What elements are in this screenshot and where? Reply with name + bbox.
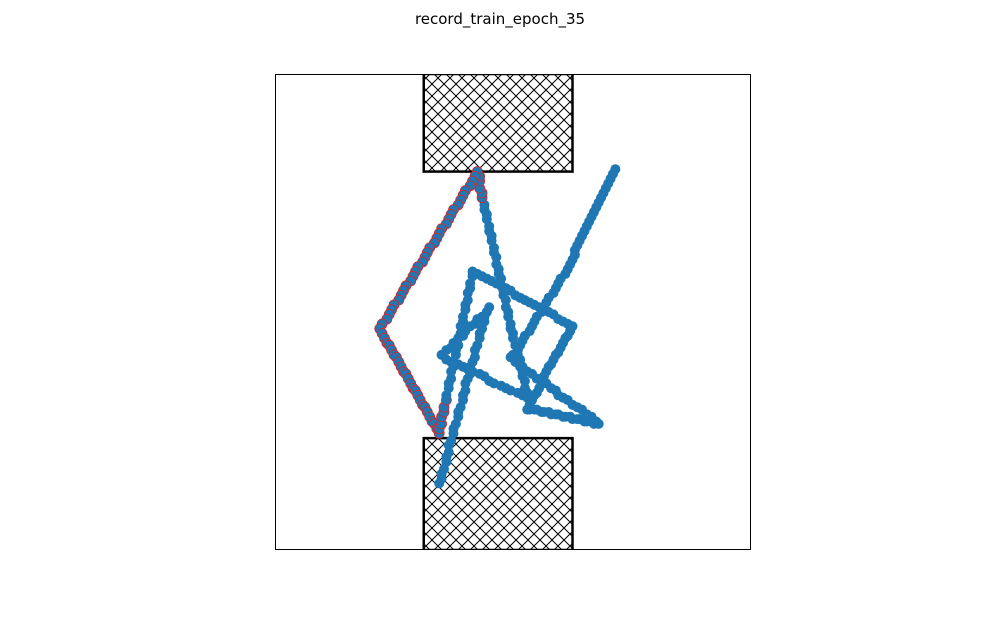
- trajectory-point: [455, 328, 466, 339]
- trajectory-point: [443, 447, 454, 458]
- trajectory-point: [462, 295, 473, 306]
- trajectory-point: [519, 383, 530, 394]
- trajectory-point: [500, 302, 511, 313]
- trajectory-point: [491, 259, 502, 270]
- trajectory-point: [453, 340, 464, 351]
- trajectory-point: [460, 385, 471, 396]
- trajectory-point: [446, 373, 457, 384]
- trajectory-point: [610, 164, 621, 175]
- trajectory-point: [469, 352, 480, 363]
- top-obstacle: [422, 74, 574, 173]
- trajectory-points: [374, 164, 621, 489]
- chart-title: record_train_epoch_35: [414, 10, 586, 28]
